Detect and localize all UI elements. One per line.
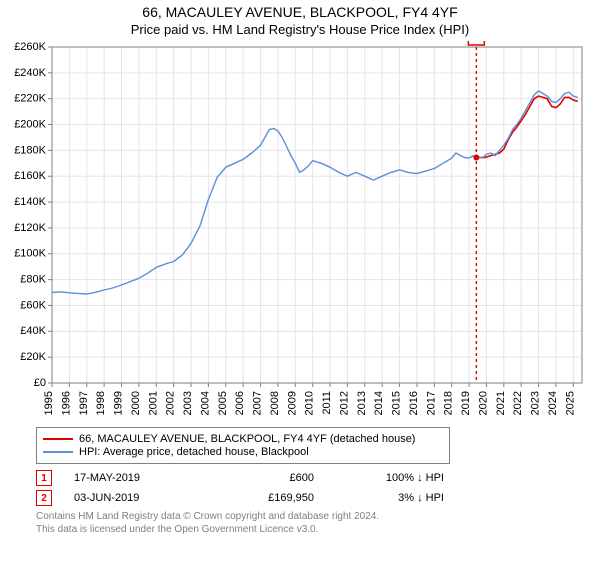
- svg-text:2015: 2015: [391, 391, 403, 415]
- svg-text:2013: 2013: [356, 391, 368, 415]
- svg-text:2007: 2007: [252, 391, 264, 415]
- svg-text:2008: 2008: [269, 391, 281, 415]
- svg-text:2014: 2014: [373, 391, 385, 415]
- svg-text:£120K: £120K: [14, 222, 46, 234]
- footer-attribution: Contains HM Land Registry data © Crown c…: [36, 510, 590, 536]
- transaction-price: £600: [214, 472, 334, 484]
- svg-text:£60K: £60K: [20, 299, 46, 311]
- transaction-marker: 1: [36, 470, 52, 486]
- transaction-date: 03-JUN-2019: [74, 492, 214, 504]
- svg-text:2021: 2021: [495, 391, 507, 415]
- svg-text:£0: £0: [34, 377, 46, 389]
- svg-text:2006: 2006: [234, 391, 246, 415]
- svg-text:2002: 2002: [165, 391, 177, 415]
- svg-text:2001: 2001: [147, 391, 159, 415]
- transaction-delta: 3% ↓ HPI: [334, 492, 444, 504]
- svg-text:2022: 2022: [512, 391, 524, 415]
- legend-item: HPI: Average price, detached house, Blac…: [43, 446, 443, 458]
- svg-text:2020: 2020: [477, 391, 489, 415]
- svg-text:£40K: £40K: [20, 325, 46, 337]
- svg-text:2018: 2018: [443, 391, 455, 415]
- svg-text:2016: 2016: [408, 391, 420, 415]
- transaction-row: 1 17-MAY-2019£600100% ↓ HPI: [36, 470, 590, 486]
- svg-text:2: 2: [473, 41, 479, 44]
- svg-text:2005: 2005: [217, 391, 229, 415]
- svg-text:2009: 2009: [286, 391, 298, 415]
- svg-text:2010: 2010: [304, 391, 316, 415]
- svg-text:1995: 1995: [43, 391, 55, 415]
- legend: 66, MACAULEY AVENUE, BLACKPOOL, FY4 4YF …: [36, 427, 450, 464]
- page-title: 66, MACAULEY AVENUE, BLACKPOOL, FY4 4YF: [0, 4, 600, 20]
- transaction-marker: 2: [36, 490, 52, 506]
- svg-text:£240K: £240K: [14, 67, 46, 79]
- svg-text:2012: 2012: [338, 391, 350, 415]
- svg-text:£100K: £100K: [14, 248, 46, 260]
- legend-label: HPI: Average price, detached house, Blac…: [79, 446, 309, 458]
- svg-text:2011: 2011: [321, 391, 333, 415]
- svg-text:£80K: £80K: [20, 274, 46, 286]
- svg-text:2019: 2019: [460, 391, 472, 415]
- svg-text:1998: 1998: [95, 391, 107, 415]
- footer-line-2: This data is licensed under the Open Gov…: [36, 523, 590, 536]
- svg-text:2024: 2024: [547, 391, 559, 415]
- transaction-date: 17-MAY-2019: [74, 472, 214, 484]
- svg-text:£180K: £180K: [14, 144, 46, 156]
- svg-text:£260K: £260K: [14, 41, 46, 53]
- svg-text:2000: 2000: [130, 391, 142, 415]
- transaction-table: 1 17-MAY-2019£600100% ↓ HPI 2 03-JUN-2019£1…: [36, 470, 590, 506]
- chart-container: £0 £20K £40K £60K £80K £100K £120K £140K £160K £1…: [8, 41, 592, 421]
- page-subtitle: Price paid vs. HM Land Registry's House …: [0, 22, 600, 37]
- svg-text:2004: 2004: [199, 391, 211, 415]
- svg-text:2003: 2003: [182, 391, 194, 415]
- svg-text:2025: 2025: [564, 391, 576, 415]
- legend-swatch: [43, 451, 73, 453]
- svg-text:£140K: £140K: [14, 196, 46, 208]
- svg-text:£160K: £160K: [14, 170, 46, 182]
- svg-text:1997: 1997: [78, 391, 90, 415]
- svg-text:£20K: £20K: [20, 351, 46, 363]
- svg-text:2023: 2023: [530, 391, 542, 415]
- legend-item: 66, MACAULEY AVENUE, BLACKPOOL, FY4 4YF …: [43, 433, 443, 445]
- transaction-delta: 100% ↓ HPI: [334, 472, 444, 484]
- svg-text:£220K: £220K: [14, 93, 46, 105]
- svg-text:£200K: £200K: [14, 118, 46, 130]
- legend-swatch: [43, 438, 73, 440]
- svg-text:1996: 1996: [60, 391, 72, 415]
- transaction-row: 2 03-JUN-2019£169,9503% ↓ HPI: [36, 490, 590, 506]
- footer-line-1: Contains HM Land Registry data © Crown c…: [36, 510, 590, 523]
- price-chart: £0 £20K £40K £60K £80K £100K £120K £140K £160K £1…: [8, 41, 592, 421]
- transaction-price: £169,950: [214, 492, 334, 504]
- svg-text:2017: 2017: [425, 391, 437, 415]
- svg-text:1999: 1999: [113, 391, 125, 415]
- legend-label: 66, MACAULEY AVENUE, BLACKPOOL, FY4 4YF …: [79, 433, 415, 445]
